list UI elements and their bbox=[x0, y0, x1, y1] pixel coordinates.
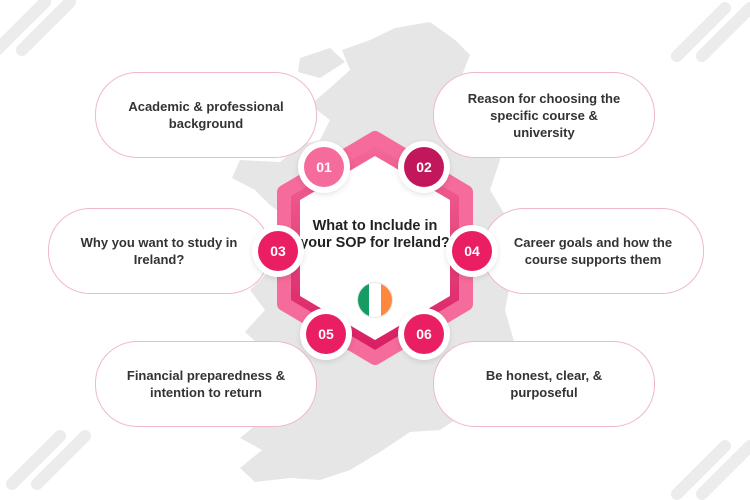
number-badge-02: 02 bbox=[404, 147, 444, 187]
item-text-04: Career goals and how the course supports… bbox=[513, 235, 673, 267]
number-badge-04: 04 bbox=[452, 231, 492, 271]
item-card-03: Why you want to study in Ireland? bbox=[48, 208, 270, 294]
item-text-06: Be honest, clear, & purposeful bbox=[485, 368, 603, 400]
item-text-02: Reason for choosing the specific course … bbox=[467, 90, 621, 140]
flag-white-stripe bbox=[369, 283, 381, 317]
item-text-05: Financial preparedness & intention to re… bbox=[126, 368, 286, 400]
number-badge-01: 01 bbox=[304, 147, 344, 187]
item-text-01: Academic & professional background bbox=[128, 99, 284, 131]
item-card-04: Career goals and how the course supports… bbox=[482, 208, 704, 294]
center-title: What to Include in your SOP for Ireland? bbox=[300, 218, 450, 251]
item-card-05: Financial preparedness & intention to re… bbox=[95, 341, 317, 427]
item-card-06: Be honest, clear, & purposeful bbox=[433, 341, 655, 427]
flag-orange-stripe bbox=[380, 283, 392, 317]
flag-green-stripe bbox=[358, 283, 370, 317]
item-text-03: Why you want to study in Ireland? bbox=[80, 235, 238, 267]
number-badge-03: 03 bbox=[258, 231, 298, 271]
number-badge-05: 05 bbox=[306, 314, 346, 354]
item-card-01: Academic & professional background bbox=[95, 72, 317, 158]
item-card-02: Reason for choosing the specific course … bbox=[433, 72, 655, 158]
ireland-flag-icon bbox=[358, 283, 392, 317]
number-badge-06: 06 bbox=[404, 314, 444, 354]
